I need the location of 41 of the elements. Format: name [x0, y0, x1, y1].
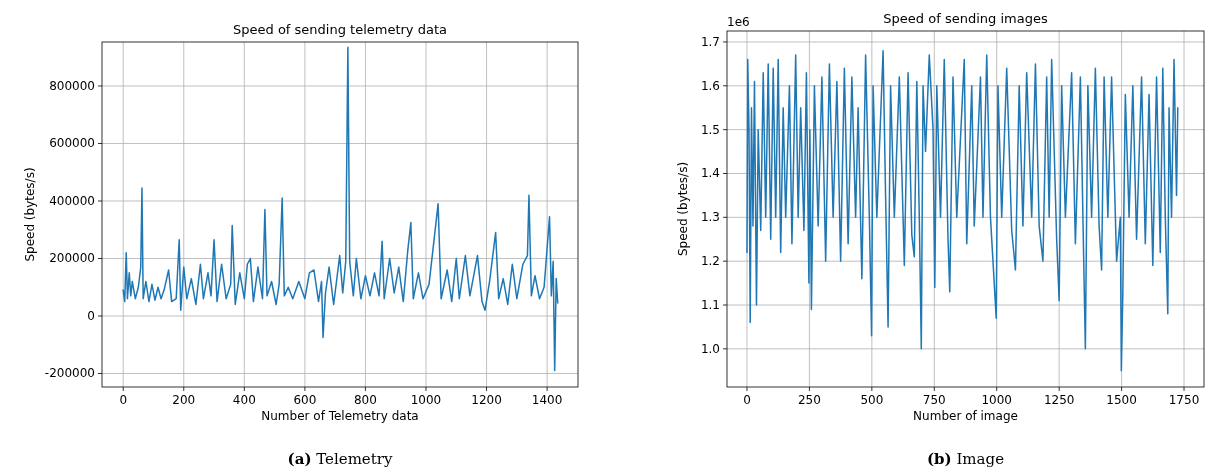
- x-tick-label: 1250: [1043, 393, 1075, 407]
- chart-title: Speed of sending images: [883, 11, 1048, 26]
- x-tick-label: 1750: [1168, 393, 1200, 407]
- x-tick-label: 1500: [1106, 393, 1137, 407]
- y-tick-label: 1.3: [700, 210, 720, 225]
- x-axis-title: Number of Telemetry data: [261, 409, 419, 423]
- y-tick-label: -200000: [44, 366, 95, 381]
- x-tick-label: 1000: [410, 393, 442, 407]
- y-axis-title: Speed (bytes/s): [676, 161, 691, 257]
- x-tick-label: 200: [172, 393, 196, 407]
- text: (b) Image: [926, 450, 1005, 468]
- y-tick-label: 200000: [49, 251, 95, 266]
- x-tick-label: 0: [119, 393, 128, 407]
- text: (a) Telemetry: [287, 450, 393, 468]
- y-axis-title: Speed (bytes/s): [22, 167, 37, 262]
- x-tick-label: 1000: [981, 393, 1012, 407]
- y-tick-label: 1.6: [700, 78, 720, 93]
- y-tick-label: 400000: [49, 193, 95, 208]
- y-tick-label: 800000: [49, 78, 95, 93]
- text: 1e6: [727, 15, 750, 29]
- x-tick-label: 1400: [531, 393, 563, 407]
- x-tick-label: 500: [860, 393, 884, 407]
- y-tick-label: 1.7: [700, 34, 720, 49]
- x-tick-label: 1200: [471, 393, 502, 407]
- y-tick-label: 1.5: [700, 122, 720, 137]
- y-tick-label: 1.4: [700, 166, 720, 181]
- x-axis-title: Number of image: [913, 409, 1018, 423]
- x-tick-label: 400: [232, 393, 256, 407]
- y-tick-label: 0: [87, 308, 95, 323]
- x-tick-label: 250: [797, 393, 821, 407]
- line-series: [122, 46, 559, 372]
- y-tick-label: 1.1: [700, 298, 720, 313]
- x-tick-label: 600: [293, 393, 317, 407]
- y-tick-label: 1.2: [700, 254, 720, 269]
- y-tick-label: 1.0: [700, 341, 720, 356]
- x-tick-label: 0: [743, 393, 751, 407]
- x-tick-label: 800: [353, 393, 377, 407]
- chart-title: Speed of sending telemetry data: [233, 22, 447, 37]
- y-tick-label: 600000: [49, 136, 95, 151]
- line-series: [746, 49, 1179, 372]
- x-tick-label: 750: [922, 393, 946, 407]
